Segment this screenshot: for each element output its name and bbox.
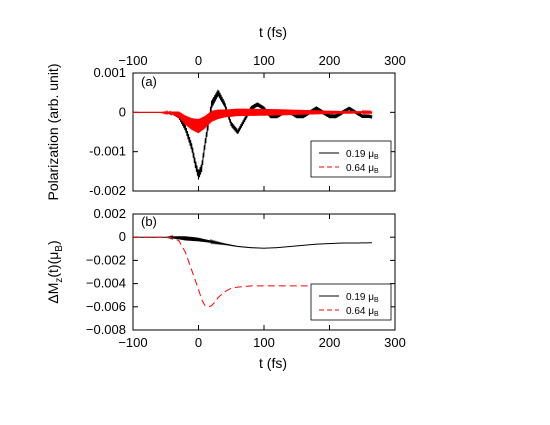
bottom-x-axis-title: t (fs) xyxy=(259,355,287,371)
panel-b-ylabel-sub: z xyxy=(54,278,65,283)
panel-b-ylabel-suffix: ) xyxy=(45,240,61,245)
panel-b-ytick-label: 0 xyxy=(119,229,126,244)
panel-b-ylabel-middle: (t)(μ xyxy=(45,252,61,278)
panel-b-series xyxy=(133,234,373,308)
panel-b-ylabel-sub2: B xyxy=(54,245,65,252)
panel-b-ytick-label: 0.002 xyxy=(93,206,126,221)
panel-b-ytick-label: −0.008 xyxy=(86,322,126,337)
panel-b-ticks: −100 0 100 200 300 0.002 0 −0.002 −0.004 −0.006 −0… xyxy=(86,206,406,350)
panel-b-legend-label-0: 0.19 μB xyxy=(346,292,379,304)
panel-a-ytick-label: -0.001 xyxy=(89,144,126,159)
panel-a-xtick-label: 100 xyxy=(253,53,275,68)
panel-b-ytick-label: −0.004 xyxy=(86,276,126,291)
panel-b-xtick-label: −100 xyxy=(118,335,147,350)
panel-b-legend-label-1: 0.64 μB xyxy=(346,306,379,318)
panel-b-series-1-line xyxy=(133,236,373,308)
panel-b-legend: 0.19 μB 0.64 μB xyxy=(310,283,392,321)
panel-a-y-axis-title: Polarization (arb. unit) xyxy=(45,64,61,201)
panel-a-legend-box xyxy=(310,140,392,178)
panel-b-series-0-line xyxy=(133,234,372,249)
panel-b-ytick-label: −0.006 xyxy=(86,299,126,314)
panel-a-legend: 0.19 μB 0.64 μB xyxy=(310,140,392,178)
panel-b-label: (b) xyxy=(141,214,157,229)
panel-b-y-axis-title: ΔMz(t)(μB) xyxy=(45,240,65,303)
panel-b-legend-box xyxy=(310,283,392,321)
panel-a-xtick-label: 0 xyxy=(195,53,202,68)
panel-b-xtick-label: 100 xyxy=(253,335,275,350)
panel-a-series xyxy=(133,89,373,180)
panel-b-ylabel-prefix: ΔM xyxy=(45,283,61,304)
panel-b-ytick-label: −0.002 xyxy=(86,252,126,267)
panel-a-xtick-label: 300 xyxy=(384,53,406,68)
panel-b-xtick-label: 300 xyxy=(384,335,406,350)
panel-a-xtick-label: 200 xyxy=(319,53,341,68)
panel-b-xtick-label: 200 xyxy=(319,335,341,350)
panel-a-ytick-label: 0 xyxy=(119,104,126,119)
panel-a-xtick-label: −100 xyxy=(118,53,147,68)
panel-a-series-1-line xyxy=(133,108,373,134)
panel-a-ytick-label: -0.002 xyxy=(89,183,126,198)
panel-b-xtick-label: 0 xyxy=(195,335,202,350)
panel-a-ytick-label: 0.001 xyxy=(93,65,126,80)
panel-a-legend-label-1: 0.64 μB xyxy=(346,163,379,175)
panel-a-legend-label-0: 0.19 μB xyxy=(346,149,379,161)
panel-a-label: (a) xyxy=(141,74,157,89)
top-x-axis-title: t (fs) xyxy=(259,24,287,40)
